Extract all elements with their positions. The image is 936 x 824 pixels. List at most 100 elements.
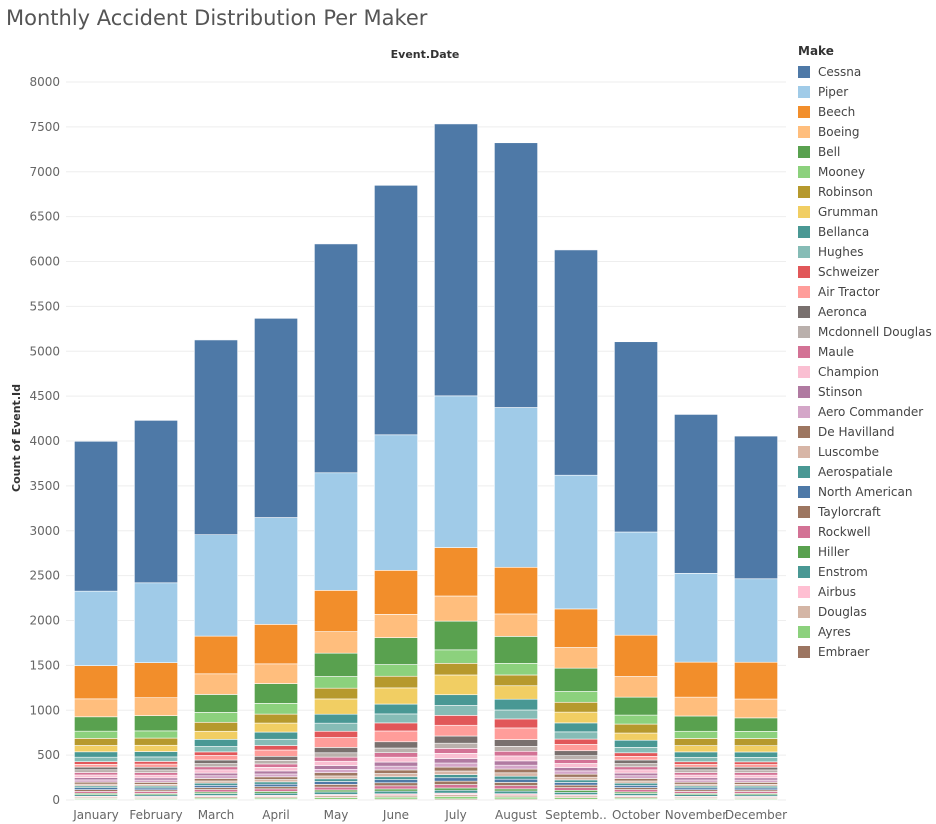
- bar-segment-bell[interactable]: [434, 620, 478, 651]
- bar-segment-rockwell[interactable]: [314, 786, 358, 791]
- bar-segment-mooney[interactable]: [614, 714, 658, 725]
- bar-segment-bellanca[interactable]: [434, 694, 478, 706]
- bar-segment-grumman[interactable]: [74, 745, 118, 753]
- bar-segment-aerospatiale[interactable]: [254, 781, 298, 785]
- bar-segment-maule[interactable]: [734, 772, 778, 776]
- legend-item[interactable]: Luscombe: [798, 442, 934, 462]
- legend-item[interactable]: Douglas: [798, 602, 934, 622]
- bar-segment-mooney[interactable]: [194, 712, 238, 723]
- bar-segment-cessna[interactable]: [494, 142, 538, 408]
- bar-segment-cessna[interactable]: [554, 249, 598, 476]
- bar-segment-bellanca[interactable]: [614, 739, 658, 748]
- bar-segment-aero-commander[interactable]: [674, 779, 718, 783]
- bar-segment-aeronca[interactable]: [554, 750, 598, 756]
- bar-segment-bellanca[interactable]: [554, 722, 598, 733]
- bar-segment-aeronca[interactable]: [614, 759, 658, 764]
- bar-segment-piper[interactable]: [554, 474, 598, 610]
- bar-segment-enstrom[interactable]: [434, 789, 478, 794]
- legend-item[interactable]: Taylorcraft: [798, 502, 934, 522]
- bar-segment-luscombe[interactable]: [374, 773, 418, 778]
- bar-segment-taylorcraft[interactable]: [434, 780, 478, 785]
- bar-segment-grumman[interactable]: [254, 722, 298, 733]
- bar-segment-luscombe[interactable]: [614, 780, 658, 784]
- bar-segment-mcdonnell-douglas[interactable]: [74, 769, 118, 773]
- bar-segment-north-american[interactable]: [434, 777, 478, 782]
- bar-segment-grumman[interactable]: [494, 685, 538, 700]
- bar-segment-mcdonnell-douglas[interactable]: [674, 769, 718, 773]
- bar-segment-maule[interactable]: [494, 750, 538, 757]
- bar-segment-schweizer[interactable]: [254, 745, 298, 751]
- bar-segment-luscombe[interactable]: [434, 770, 478, 775]
- bar-segment-grumman[interactable]: [434, 674, 478, 696]
- bar-segment-north-american[interactable]: [314, 781, 358, 785]
- bar-segment-cessna[interactable]: [314, 243, 358, 474]
- bar-segment-air-tractor[interactable]: [194, 755, 238, 761]
- bar-segment-piper[interactable]: [614, 531, 658, 636]
- bar-segment-bell[interactable]: [254, 683, 298, 704]
- bar-segment-rockwell[interactable]: [254, 788, 298, 792]
- bar-segment-aeronca[interactable]: [74, 766, 118, 771]
- bar-segment-bellanca[interactable]: [314, 713, 358, 724]
- bar-segment-de-havilland[interactable]: [614, 778, 658, 782]
- legend-item[interactable]: Robinson: [798, 182, 934, 202]
- bar-segment-enstrom[interactable]: [374, 790, 418, 795]
- bar-segment-north-american[interactable]: [494, 778, 538, 783]
- bar-segment-aeronca[interactable]: [734, 766, 778, 771]
- bar-segment-beech[interactable]: [434, 547, 478, 597]
- bar-segment-mcdonnell-douglas[interactable]: [734, 769, 778, 773]
- legend-item[interactable]: Air Tractor: [798, 282, 934, 302]
- bar-segment-mooney[interactable]: [74, 730, 118, 739]
- bar-segment-mooney[interactable]: [134, 730, 178, 739]
- bar-segment-mooney[interactable]: [734, 731, 778, 739]
- bar-segment-hughes[interactable]: [374, 713, 418, 724]
- bar-segment-robinson[interactable]: [734, 738, 778, 747]
- bar-segment-bellanca[interactable]: [734, 751, 778, 758]
- bar-segment-champion[interactable]: [374, 756, 418, 763]
- bar-segment-piper[interactable]: [434, 395, 478, 548]
- bar-segment-aero-commander[interactable]: [734, 779, 778, 783]
- bar-segment-aero-commander[interactable]: [374, 765, 418, 771]
- bar-segment-air-tractor[interactable]: [374, 730, 418, 743]
- bar-segment-beech[interactable]: [194, 635, 238, 675]
- bar-segment-robinson[interactable]: [494, 674, 538, 687]
- bar-segment-piper[interactable]: [494, 407, 538, 568]
- bar-segment-maule[interactable]: [134, 772, 178, 776]
- bar-segment-bellanca[interactable]: [494, 698, 538, 711]
- bar-segment-rockwell[interactable]: [374, 785, 418, 790]
- bar-segment-aeronca[interactable]: [134, 766, 178, 771]
- bar-segment-bellanca[interactable]: [374, 703, 418, 715]
- bar-segment-piper[interactable]: [134, 582, 178, 663]
- bar-segment-mooney[interactable]: [494, 663, 538, 676]
- bar-segment-air-tractor[interactable]: [254, 749, 298, 757]
- bar-segment-bell[interactable]: [374, 637, 418, 665]
- bar-segment-robinson[interactable]: [674, 738, 718, 746]
- bar-segment-bellanca[interactable]: [134, 751, 178, 758]
- bar-segment-taylorcraft[interactable]: [494, 782, 538, 786]
- bar-segment-aerospatiale[interactable]: [494, 775, 538, 780]
- legend-item[interactable]: Aero Commander: [798, 402, 934, 422]
- bar-segment-aero-commander[interactable]: [194, 775, 238, 779]
- bar-segment-boeing[interactable]: [134, 697, 178, 716]
- bar-segment-bellanca[interactable]: [74, 751, 118, 758]
- bar-segment-aeronca[interactable]: [194, 759, 238, 764]
- bar-segment-north-american[interactable]: [614, 784, 658, 788]
- bar-segment-piper[interactable]: [74, 590, 118, 666]
- bar-segment-beech[interactable]: [734, 661, 778, 700]
- bar-segment-aero-commander[interactable]: [254, 773, 298, 778]
- bar-segment-maule[interactable]: [434, 748, 478, 754]
- bar-segment-hughes[interactable]: [254, 738, 298, 746]
- bar-segment-boeing[interactable]: [674, 696, 718, 717]
- bar-segment-bell[interactable]: [134, 715, 178, 732]
- bar-segment-stinson[interactable]: [434, 758, 478, 764]
- bar-segment-beech[interactable]: [614, 634, 658, 677]
- bar-segment-boeing[interactable]: [374, 614, 418, 638]
- bar-segment-champion[interactable]: [674, 774, 718, 779]
- bar-segment-schweizer[interactable]: [374, 722, 418, 732]
- bar-segment-rockwell[interactable]: [494, 785, 538, 790]
- legend-item[interactable]: Aeronca: [798, 302, 934, 322]
- bar-segment-bell[interactable]: [314, 652, 358, 677]
- bar-segment-stinson[interactable]: [674, 777, 718, 781]
- bar-segment-rockwell[interactable]: [614, 789, 658, 793]
- bar-segment-luscombe[interactable]: [194, 780, 238, 784]
- bar-segment-rockwell[interactable]: [434, 784, 478, 789]
